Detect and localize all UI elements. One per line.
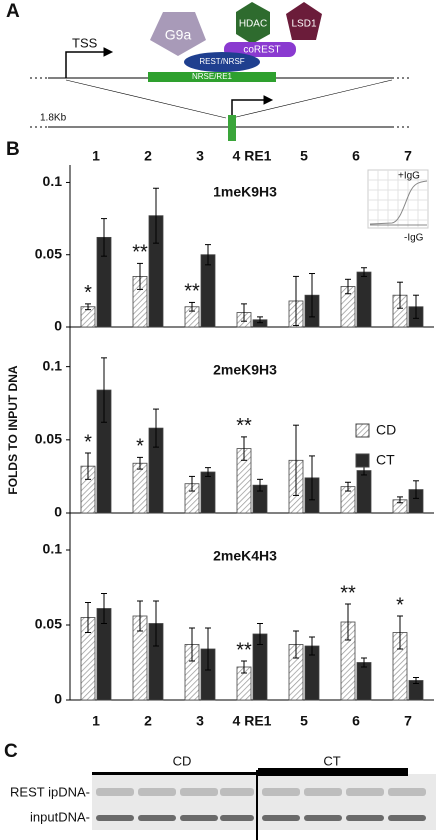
y-tick-label: 0: [54, 318, 62, 334]
legend-label: CT: [376, 452, 395, 468]
significance: **: [236, 415, 252, 437]
corest-label: coREST: [243, 45, 280, 56]
chart-title: 1meK9H3: [213, 184, 277, 200]
gel-row-label: REST ipDNA-: [10, 784, 90, 799]
significance: **: [132, 242, 148, 264]
significance: *: [136, 436, 144, 458]
significance: **: [340, 582, 356, 604]
y-tick-label: 0.1: [43, 357, 63, 373]
y-tick-label: 0.1: [43, 541, 63, 557]
chart-title: 2meK9H3: [213, 362, 277, 378]
x-tick-label: 7: [404, 713, 412, 729]
y-tick-label: 0.05: [35, 245, 62, 261]
gel-group-label: CT: [323, 753, 340, 768]
x-tick-label: 4 RE1: [233, 713, 272, 729]
inset-curve: [369, 180, 428, 225]
gel-row-label: inputDNA-: [30, 809, 90, 824]
category-label: 1: [92, 148, 100, 164]
lsd1-label: LSD1: [291, 19, 316, 30]
x-tick-label: 1: [92, 713, 100, 729]
chart-title: 2meK4H3: [213, 548, 277, 564]
y-tick-label: 0: [54, 504, 62, 520]
bar: [356, 662, 372, 701]
x-tick-label: 6: [352, 713, 360, 729]
category-label: 2: [144, 148, 152, 164]
category-label: 3: [196, 148, 204, 164]
category-label: 4 RE1: [233, 148, 272, 164]
bar: [356, 470, 372, 514]
significance: **: [184, 281, 200, 303]
y-axis-label: FOLDS TO INPUT DNA: [6, 365, 20, 494]
gel-group-label: CD: [173, 753, 192, 768]
y-tick-label: 0.05: [35, 431, 62, 447]
x-tick-label: 3: [196, 713, 204, 729]
category-label: 7: [404, 148, 412, 164]
legend-swatch: [355, 423, 370, 438]
g9a-label: G9a: [165, 27, 192, 43]
panel-label: C: [4, 741, 18, 762]
legend-label: CD: [376, 422, 396, 438]
y-tick-label: 0.1: [43, 173, 63, 189]
y-tick-label: 0: [54, 691, 62, 707]
tss-label: TSS: [72, 35, 98, 50]
significance: *: [84, 431, 92, 453]
x-tick-label: 5: [300, 713, 308, 729]
significance: *: [396, 594, 404, 616]
inset-label: +IgG: [398, 171, 420, 182]
panel-label: B: [6, 139, 20, 160]
y-tick-label: 0.05: [35, 616, 62, 632]
category-label: 5: [300, 148, 308, 164]
bar: [356, 271, 372, 328]
gene-diagram: [30, 2, 412, 141]
category-label: 6: [352, 148, 360, 164]
bar: [200, 254, 216, 328]
nrse-label: NRSE/RE1: [192, 72, 233, 81]
significance: **: [236, 639, 252, 661]
gel: [92, 768, 436, 840]
scale-label: 1.8Kb: [40, 113, 67, 124]
legend-swatch: [355, 453, 370, 468]
bar: [200, 471, 216, 514]
significance: *: [84, 282, 92, 304]
hdac-label: HDAC: [239, 19, 267, 30]
rest-label: REST/NRSF: [199, 57, 244, 66]
inset-label: -IgG: [404, 233, 424, 244]
panel-label: A: [6, 1, 20, 22]
bar: [132, 462, 148, 514]
x-tick-label: 2: [144, 713, 152, 729]
